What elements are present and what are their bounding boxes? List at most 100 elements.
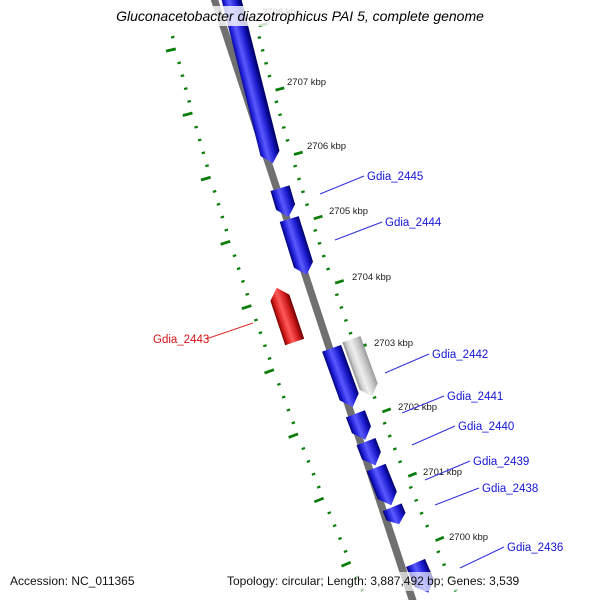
genome-summary-text: Topology: circular; Length: 3,887,492 bp… [227, 574, 520, 588]
gene-label-Gdia_2441[interactable]: Gdia_2441 [447, 391, 503, 403]
ruler-minor-tick [387, 434, 392, 438]
ruler-minor-tick [220, 215, 225, 219]
ruler-minor-tick [187, 99, 192, 103]
ruler-minor-tick [419, 511, 424, 515]
gene-label-Gdia_2443[interactable]: Gdia_2443 [153, 334, 209, 346]
gene-label-Gdia_2445[interactable]: Gdia_2445 [367, 171, 423, 183]
ruler-minor-tick [297, 177, 302, 181]
ruler-minor-tick [281, 125, 286, 130]
ruler-minor-tick [262, 344, 267, 348]
ruler-major-tick [334, 279, 345, 285]
ruler-minor-tick [293, 164, 298, 168]
gene-leader-line [205, 322, 254, 340]
ruler-minor-tick [392, 447, 397, 451]
ruler-minor-tick [180, 74, 185, 78]
gene-arrow-Gdia_2445[interactable] [270, 185, 296, 217]
ruler-minor-tick [348, 331, 353, 335]
ruler-minor-tick [267, 74, 272, 78]
gene-leader-line [334, 221, 383, 241]
ruler-minor-tick [170, 35, 175, 39]
ruler-minor-tick [224, 228, 229, 232]
ruler-major-tick [381, 407, 392, 414]
ruler-label: 2706 kbp [307, 141, 346, 152]
gene-arrow-Gdia_2444[interactable] [279, 216, 313, 275]
ruler-minor-tick [317, 241, 322, 245]
gene-arrow-Gdia_2440[interactable] [345, 410, 371, 440]
ruler-minor-tick [414, 498, 419, 503]
ruler-major-tick [182, 111, 193, 117]
ruler-minor-tick [372, 395, 377, 400]
ruler-minor-tick [232, 254, 237, 258]
gene-leader-line [434, 487, 480, 506]
ruler-minor-tick [281, 395, 286, 399]
ruler-minor-tick [236, 267, 241, 271]
ruler-minor-tick [257, 36, 262, 40]
gene-label-Gdia_2436[interactable]: Gdia_2436 [507, 542, 563, 554]
gene-label-Gdia_2439[interactable]: Gdia_2439 [473, 456, 529, 468]
ruler-major-tick [264, 368, 275, 375]
gene-label-Gdia_2438[interactable]: Gdia_2438 [482, 483, 538, 495]
gene-arrow[interactable] [219, 0, 280, 164]
ruler-minor-tick [408, 485, 413, 490]
ruler-minor-tick [194, 125, 199, 129]
gene-arrow-Gdia_2441[interactable] [322, 344, 359, 407]
ruler-minor-tick [260, 48, 265, 52]
ruler-minor-tick [274, 100, 279, 104]
ruler-minor-tick [306, 459, 311, 464]
ruler-minor-tick [276, 382, 281, 386]
ruler-major-tick [313, 214, 323, 221]
ruler-minor-tick [197, 138, 202, 142]
gene-label-Gdia_2440[interactable]: Gdia_2440 [458, 421, 514, 433]
accession-text: Accession: NC_011365 [10, 574, 135, 588]
ruler-minor-tick [313, 228, 318, 232]
ruler-major-tick [200, 175, 211, 182]
gene-arrow-Gdia_2438[interactable] [366, 463, 397, 506]
gene-label-Gdia_2444[interactable]: Gdia_2444 [385, 217, 442, 229]
ruler-label: 2704 kbp [352, 272, 391, 283]
ruler-major-tick [407, 471, 418, 478]
ruler-minor-tick [301, 446, 306, 451]
gene-leader-line [319, 175, 365, 195]
gene-arrow-Gdia_2442[interactable] [342, 336, 378, 397]
gene-leader-line [384, 353, 430, 374]
gene-leader-line [401, 395, 445, 414]
ruler-minor-tick [343, 549, 348, 554]
ruler-minor-tick [339, 305, 344, 310]
ruler-minor-tick [338, 536, 343, 541]
ruler-minor-tick [291, 421, 296, 425]
ruler-label: 2702 kbp [398, 402, 437, 413]
ruler-major-tick [435, 535, 445, 542]
ruler-minor-tick [240, 279, 245, 283]
ruler-major-tick [340, 560, 352, 568]
ruler-minor-tick [201, 151, 206, 155]
ruler-minor-tick [177, 61, 182, 65]
gene-label-Gdia_2442[interactable]: Gdia_2442 [432, 349, 488, 361]
ruler-minor-tick [286, 408, 291, 412]
ruler-minor-tick [258, 331, 263, 335]
ruler-major-tick [288, 432, 299, 439]
ruler-minor-tick [425, 524, 430, 528]
ruler-minor-tick [436, 550, 441, 554]
gene-leader-line [459, 546, 505, 569]
map-title: Gluconacetobacter diazotrophicus PAI 5, … [106, 6, 494, 26]
ruler-label: 2705 kbp [329, 206, 368, 217]
ruler-minor-tick [442, 562, 447, 567]
ruler-minor-tick [382, 421, 387, 425]
ruler-major-tick [293, 150, 304, 156]
ruler-minor-tick [305, 203, 310, 207]
gene-arrow-Gdia_2443[interactable] [270, 287, 305, 346]
ruler-minor-tick [285, 138, 290, 142]
ruler-minor-tick [205, 164, 210, 168]
ruler-major-tick [165, 47, 177, 53]
ruler-minor-tick [321, 254, 326, 258]
map-title-text: Gluconacetobacter diazotrophicus PAI 5, … [116, 8, 484, 24]
ruler-major-tick [275, 86, 285, 92]
gene-arrow-Gdia_2439[interactable] [356, 438, 381, 466]
ruler-minor-tick [343, 318, 348, 323]
ruler-minor-tick [300, 190, 305, 194]
ruler-minor-tick [334, 293, 339, 297]
gene-arrow[interactable] [382, 503, 406, 525]
ruler-major-tick [241, 304, 252, 311]
ruler-minor-tick [327, 511, 332, 515]
